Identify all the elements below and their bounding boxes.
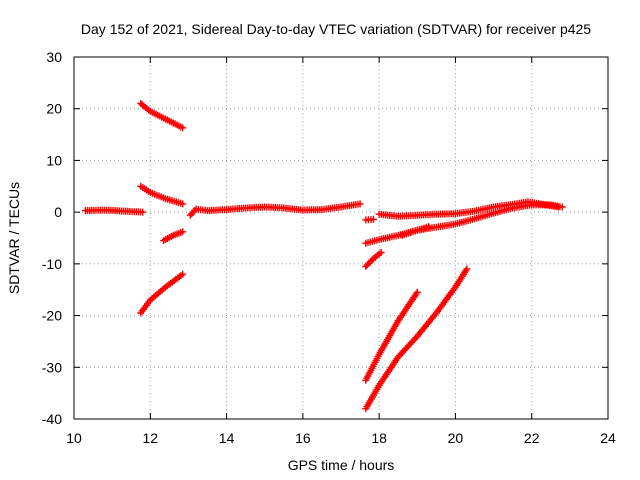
grid-lines (74, 57, 608, 419)
data-point (369, 215, 377, 223)
x-tick-label: 20 (448, 430, 464, 446)
y-tick-label: -40 (42, 411, 62, 427)
data-point (179, 228, 187, 236)
data-point (368, 256, 376, 264)
y-tick-label: -10 (42, 256, 62, 272)
y-tick-label: -20 (42, 308, 62, 324)
chart-title: Day 152 of 2021, Sidereal Day-to-day VTE… (81, 21, 591, 37)
series-track-6 (186, 200, 364, 219)
plot-frame (73, 56, 609, 420)
series-track-4 (160, 228, 187, 245)
x-tick-label: 12 (142, 430, 158, 446)
series-track-1 (81, 206, 147, 216)
series-track-13 (362, 265, 471, 413)
y-tick-labels: -40 -30 -20 -10 0 10 20 30 (42, 49, 62, 427)
y-tick-label: -30 (42, 359, 62, 375)
data-point (179, 200, 187, 208)
series-track-12 (362, 288, 421, 384)
data-point (425, 223, 433, 231)
x-tick-label: 10 (66, 430, 82, 446)
y-tick-label: 20 (46, 101, 62, 117)
y-axis-title: SDTVAR / TECUs (6, 182, 22, 294)
y-tick-label: 0 (54, 204, 62, 220)
x-tick-label: 24 (600, 430, 616, 446)
series-track-10 (398, 223, 433, 239)
data-point (365, 259, 373, 267)
data-point (558, 203, 566, 211)
data-point (413, 288, 421, 296)
x-tick-labels: 10 12 14 16 18 20 22 24 (66, 430, 616, 446)
data-point (363, 261, 371, 269)
y-tick-label: 30 (46, 49, 62, 65)
data-series (81, 100, 566, 413)
data-point (356, 200, 364, 208)
y-tick-label: 10 (46, 152, 62, 168)
data-point (179, 270, 187, 278)
series-track-3 (137, 182, 187, 208)
data-point (377, 249, 385, 256)
axis-ticks (73, 56, 609, 420)
x-tick-label: 16 (295, 430, 311, 446)
x-tick-label: 14 (219, 430, 235, 446)
data-point (179, 124, 187, 132)
series-track-11 (362, 249, 385, 270)
x-axis-title: GPS time / hours (288, 457, 395, 473)
series-track-5 (137, 270, 187, 317)
x-tick-label: 18 (371, 430, 387, 446)
data-point (191, 207, 199, 215)
series-track-7 (362, 215, 377, 224)
data-point (139, 208, 147, 216)
x-tick-label: 22 (524, 430, 540, 446)
series-track-2 (137, 100, 187, 132)
data-point (463, 265, 471, 273)
series-track-9 (362, 201, 566, 247)
